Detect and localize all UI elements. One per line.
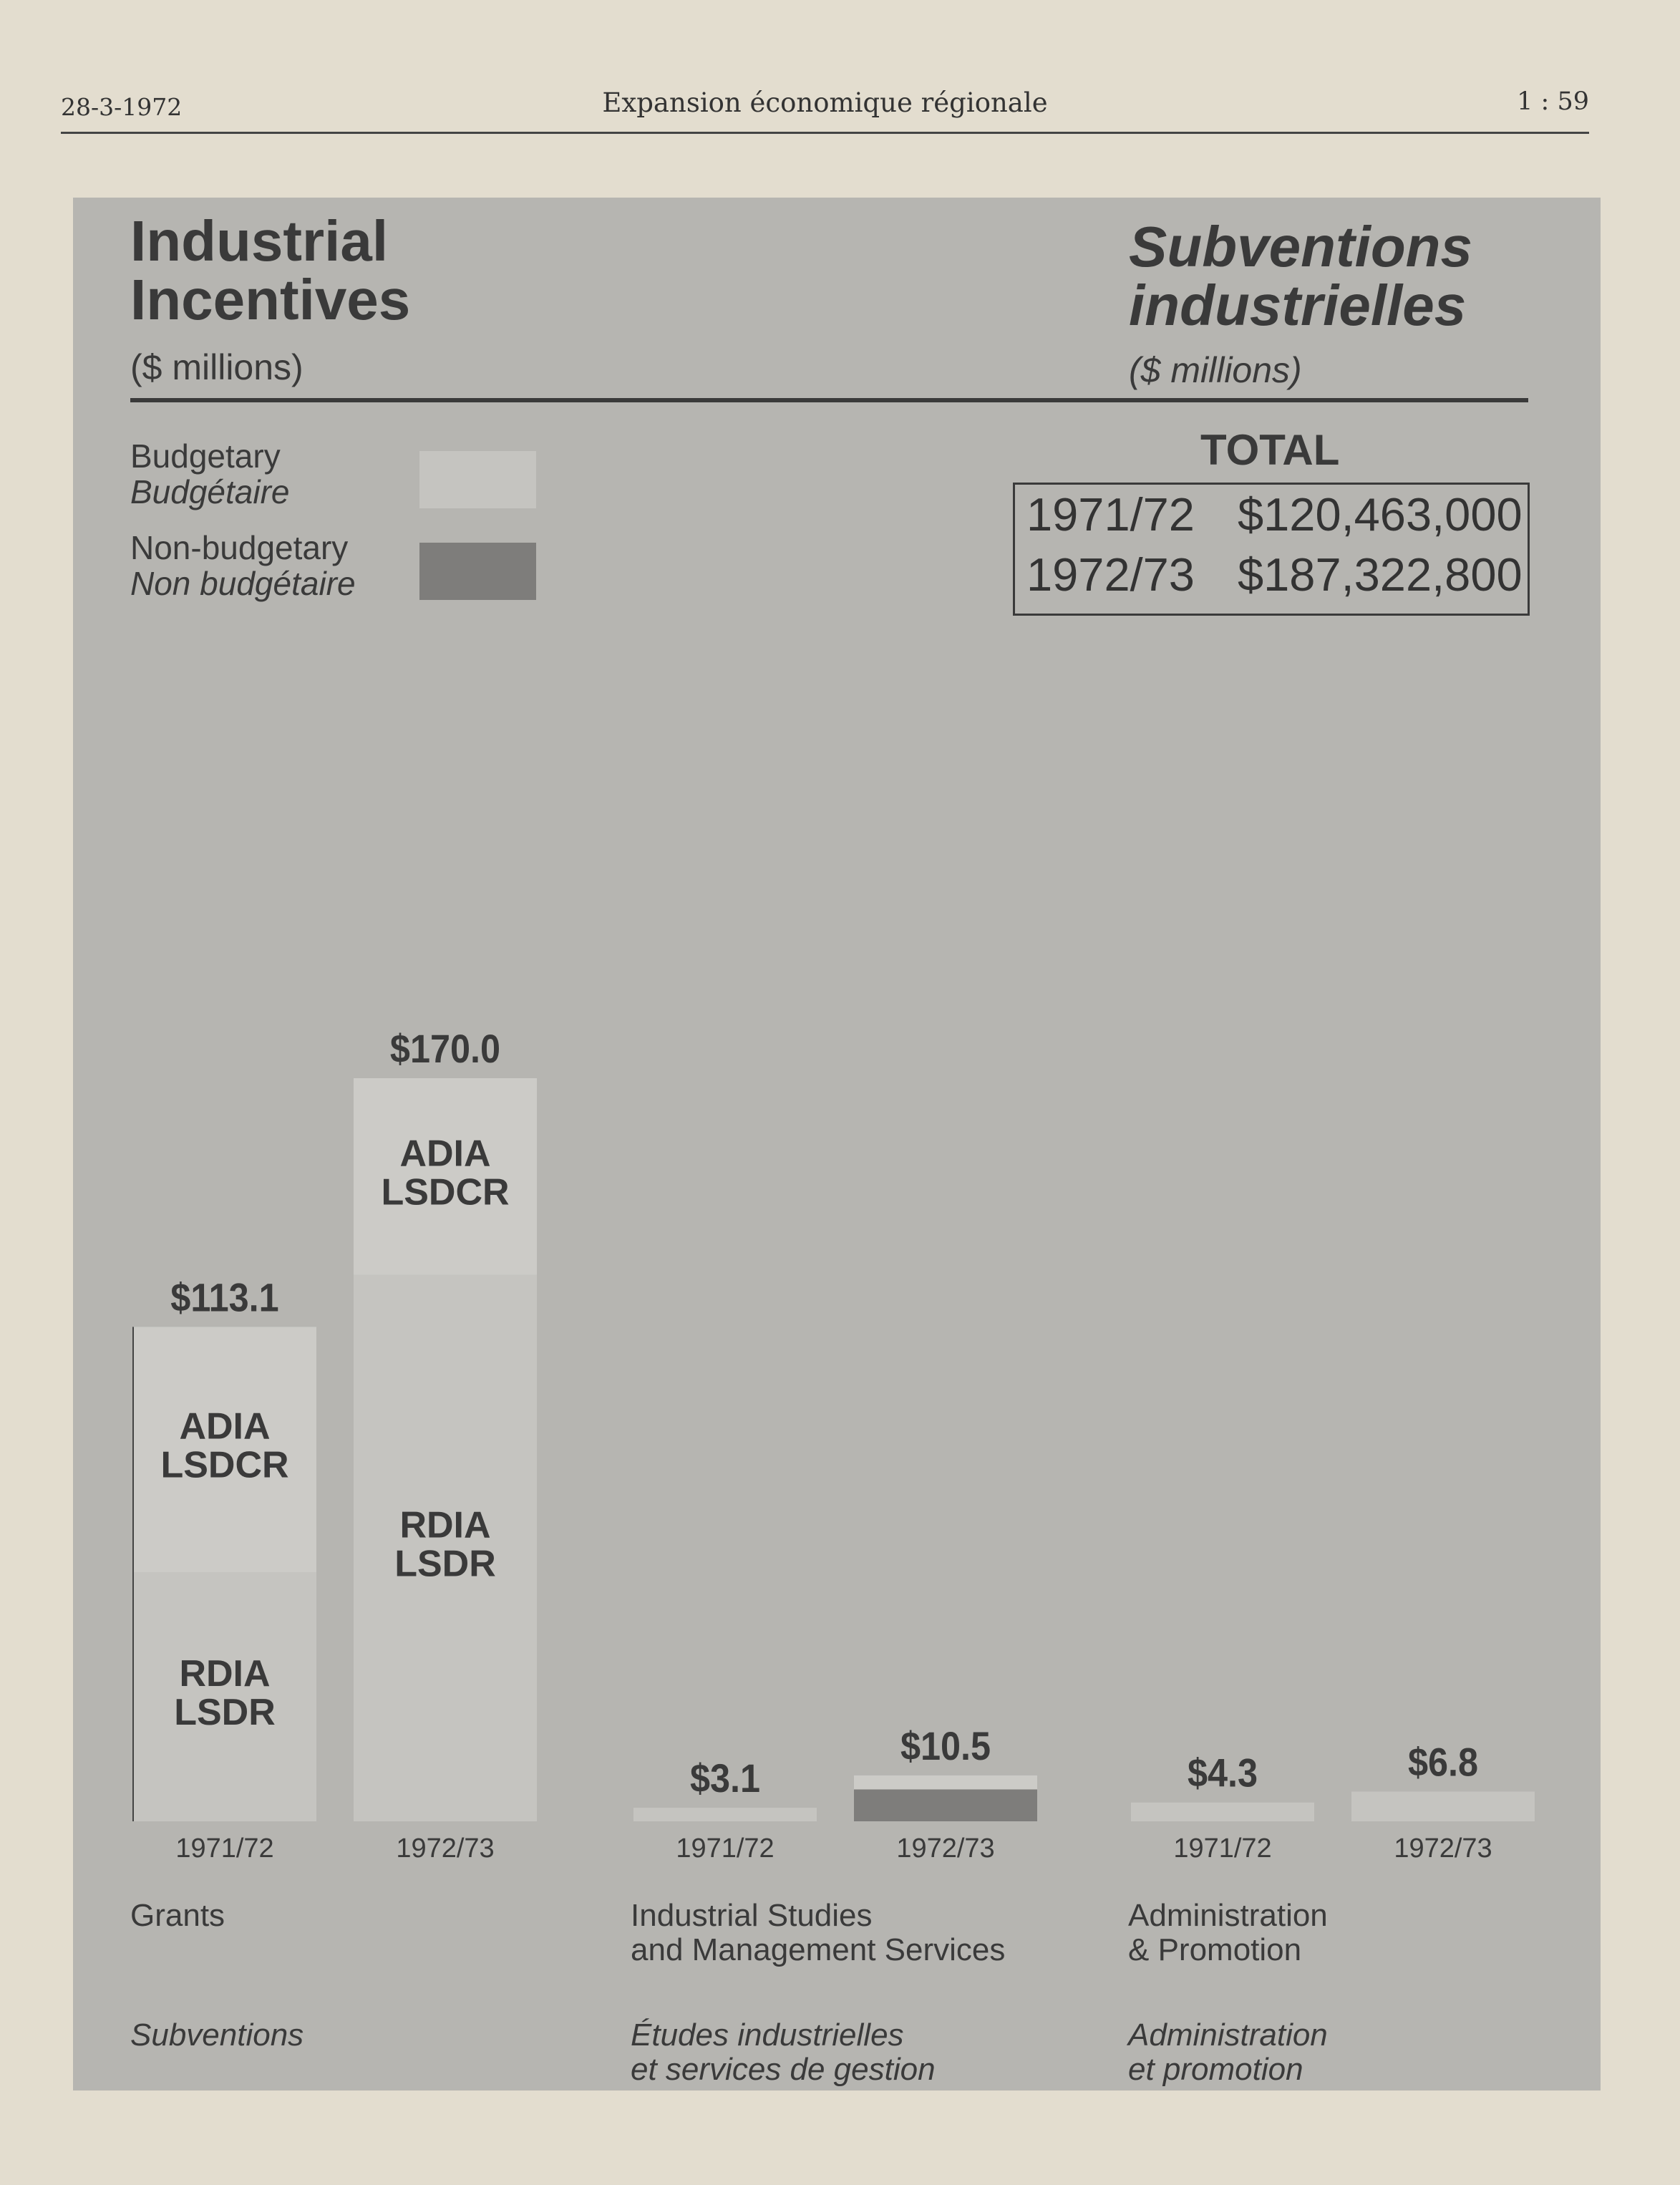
year-tick-label: 1972/73 (896, 1833, 994, 1864)
legend-budgetary-swatch (419, 451, 536, 508)
bar-chart: RDIALSDRADIALSDCR$113.11971/72RDIALSDRAD… (132, 1027, 1535, 1864)
segment-label: LSDCR (160, 1445, 288, 1486)
segment-label: ADIA (399, 1133, 490, 1174)
bar-value-label: $170.0 (390, 1027, 500, 1072)
unit-label-fr: ($ millions) (1129, 350, 1302, 390)
bar-segment (354, 1274, 537, 1821)
page-header: 28-3-1972 Expansion économique régionale… (61, 87, 1589, 134)
bar-segment (354, 1078, 537, 1275)
chart-title-en-line1: Industrial (130, 209, 389, 273)
category-label-fr: Subventions (130, 2017, 304, 2053)
unit-label-en: ($ millions) (130, 347, 304, 387)
year-tick-label: 1971/72 (676, 1833, 774, 1864)
segment-label: RDIA (399, 1504, 490, 1546)
bar-value-label: $4.3 (1188, 1751, 1258, 1796)
chart-title-fr-line2: industrielles (1129, 273, 1467, 337)
chart-title-en-line2: Incentives (130, 268, 411, 331)
segment-label: LSDR (174, 1692, 276, 1733)
chart-title-en: Industrial Incentives (130, 212, 410, 329)
category-label-fr: Études industrielles et services de gesti… (631, 2017, 936, 2087)
year-tick-label: 1972/73 (1394, 1833, 1492, 1864)
chart-title-fr-line1: Subventions (1129, 215, 1473, 278)
page-number: 1 : 59 (1517, 87, 1589, 116)
total-amount: $120,463,000 (1238, 488, 1523, 541)
segment-label: RDIA (179, 1653, 270, 1695)
bar-segment (1351, 1791, 1535, 1821)
legend-nonbudgetary-fr: Non budgétaire (130, 565, 356, 602)
total-box: 1971/72 $120,463,000 1972/73 $187,322,800 (1013, 483, 1530, 616)
page-running-title: Expansion économique régionale (602, 87, 1048, 118)
category-label-en: Industrial Studies and Management Service… (631, 1898, 1006, 1967)
category-label-en: Grants (130, 1898, 225, 1933)
total-year: 1971/72 (1026, 488, 1195, 541)
title-divider (130, 398, 1528, 402)
bar-value-label: $10.5 (900, 1724, 991, 1768)
category-label-fr: Administration et promotion (1128, 2017, 1328, 2087)
legend-budgetary-en: Budgetary (130, 437, 281, 475)
total-row: 1971/72 $120,463,000 (1026, 485, 1528, 545)
segment-label: LSDCR (381, 1171, 509, 1213)
total-row: 1972/73 $187,322,800 (1026, 545, 1528, 605)
bar-segment (854, 1775, 1037, 1790)
category-label-en: Administration & Promotion (1128, 1898, 1328, 1967)
bar-segment (1131, 1802, 1314, 1821)
legend-budgetary: Budgetary Budgétaire (130, 438, 290, 510)
bar-value-label: $6.8 (1408, 1740, 1478, 1785)
total-year: 1972/73 (1026, 548, 1195, 601)
bar-value-label: $113.1 (170, 1276, 278, 1320)
bar-segment (854, 1789, 1037, 1821)
segment-label: LSDR (394, 1543, 496, 1584)
year-tick-label: 1972/73 (396, 1833, 494, 1864)
bar-value-label: $3.1 (690, 1757, 760, 1801)
legend-nonbudgetary-swatch (419, 543, 536, 600)
page-date: 28-3-1972 (61, 93, 183, 121)
bar-segment (133, 1327, 316, 1572)
bar-segment (633, 1808, 817, 1821)
legend-nonbudgetary: Non-budgetary Non budgétaire (130, 530, 356, 601)
bar-segment (133, 1571, 316, 1821)
year-tick-label: 1971/72 (175, 1833, 273, 1864)
year-tick-label: 1971/72 (1173, 1833, 1271, 1864)
chart-panel: Industrial Incentives Subventions indust… (73, 198, 1601, 2090)
total-amount: $187,322,800 (1238, 548, 1523, 601)
legend-nonbudgetary-en: Non-budgetary (130, 529, 349, 566)
segment-label: ADIA (179, 1406, 270, 1448)
legend-budgetary-fr: Budgétaire (130, 473, 290, 510)
total-heading: TOTAL (1200, 426, 1340, 474)
chart-title-fr: Subventions industrielles (1129, 218, 1472, 335)
